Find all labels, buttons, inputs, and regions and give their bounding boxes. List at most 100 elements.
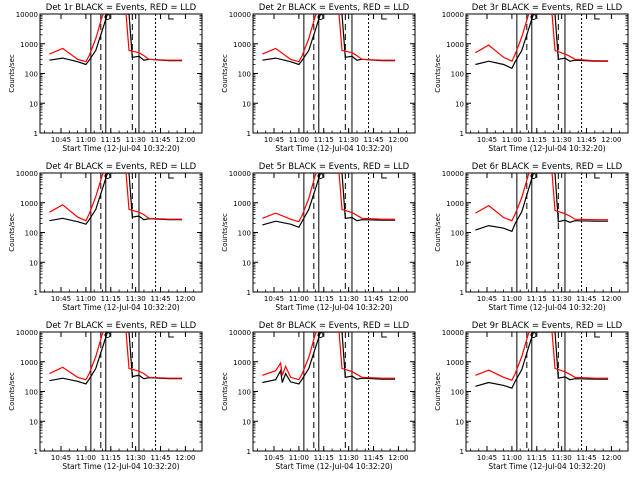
plot-frame [252, 13, 416, 134]
y-tick-label: 10000 [229, 329, 251, 337]
chart-panel-1: Det 1r BLACK = Events, RED = LLD 1 10 100 10… [8, 3, 203, 153]
x-tick-label: 11:00 [502, 454, 522, 462]
x-tick-label: 11:30 [126, 454, 146, 462]
series-line-events [49, 173, 183, 225]
y-tick-label: 100 [451, 71, 464, 79]
x-tick-label: 12:00 [601, 136, 621, 144]
y-tick-label: 10 [242, 418, 251, 426]
y-tick-label: 1 [34, 448, 38, 456]
x-tick-label: 11:00 [76, 454, 96, 462]
x-axis-label: Start Time (12-Jul-04 10:32:20) [488, 303, 605, 312]
marker-bracket [168, 14, 174, 20]
series-line-events [49, 332, 183, 385]
series-line-events [49, 14, 183, 66]
chart-panel-7: Det 7r BLACK = Events, RED = LLD 1 10 100 10… [8, 321, 203, 471]
x-tick-label: 12:00 [388, 454, 408, 462]
x-tick-label: 12:00 [388, 295, 408, 303]
marker-circle [317, 173, 324, 179]
series-line-lld [49, 14, 183, 63]
x-tick-label: 12:00 [601, 295, 621, 303]
x-tick-label: 11:15 [527, 136, 547, 144]
x-tick-label: 11:30 [339, 295, 359, 303]
y-axis-label: Counts/sec [221, 54, 229, 93]
x-tick-label: 11:30 [126, 295, 146, 303]
x-tick-label: 11:15 [101, 454, 121, 462]
series-line-lld [262, 173, 396, 223]
plot-frame [39, 13, 203, 134]
series-line-lld [49, 173, 183, 222]
y-tick-label: 100 [451, 389, 464, 397]
chart-title: Det 9r BLACK = Events, RED = LLD [472, 321, 623, 331]
y-tick-label: 10 [455, 418, 464, 426]
marker-circle [317, 14, 324, 20]
y-tick-label: 10 [455, 259, 464, 267]
x-tick-label: 11:30 [339, 136, 359, 144]
y-tick-label: 100 [25, 230, 38, 238]
y-tick-label: 100 [25, 71, 38, 79]
y-tick-label: 1 [460, 130, 464, 138]
marker-circle [530, 332, 537, 338]
x-tick-label: 11:00 [502, 136, 522, 144]
x-tick-label: 12:00 [388, 136, 408, 144]
chart-title: Det 8r BLACK = Events, RED = LLD [259, 321, 410, 331]
x-tick-label: 11:30 [552, 136, 572, 144]
x-tick-label: 11:45 [363, 136, 383, 144]
y-axis-label: Counts/sec [8, 372, 16, 411]
chart-title: Det 1r BLACK = Events, RED = LLD [46, 3, 197, 13]
y-tick-label: 10 [242, 259, 251, 267]
x-tick-label: 11:00 [76, 295, 96, 303]
x-tick-label: 11:45 [363, 454, 383, 462]
marker-bracket [594, 14, 600, 20]
y-axis-label: Counts/sec [221, 213, 229, 252]
x-tick-label: 12:00 [601, 454, 621, 462]
y-axis-label: Counts/sec [434, 54, 442, 93]
y-axis-label: Counts/sec [221, 372, 229, 411]
y-tick-label: 1000 [20, 41, 38, 49]
chart-panel-2: Det 2r BLACK = Events, RED = LLD 1 10 100 10… [221, 3, 416, 153]
plot-frame [39, 172, 203, 293]
plot-frame [465, 172, 629, 293]
marker-bracket [381, 173, 387, 179]
x-tick-label: 11:00 [289, 295, 309, 303]
y-tick-label: 1 [34, 289, 38, 297]
plot-frame [465, 331, 629, 452]
y-tick-label: 10 [242, 100, 251, 108]
x-tick-label: 11:30 [126, 136, 146, 144]
chart-panel-3: Det 3r BLACK = Events, RED = LLD 1 10 100 10… [434, 3, 629, 153]
plot-frame [39, 331, 203, 452]
marker-circle [104, 332, 111, 338]
chart-panel-8: Det 8r BLACK = Events, RED = LLD 1 10 100 10… [221, 321, 416, 471]
x-tick-label: 10:45 [51, 454, 71, 462]
y-tick-label: 1000 [233, 200, 251, 208]
y-axis-label: Counts/sec [434, 372, 442, 411]
series-line-events [475, 173, 609, 233]
chart-title: Det 6r BLACK = Events, RED = LLD [472, 162, 623, 172]
series-line-events [475, 14, 609, 70]
y-tick-label: 1000 [446, 200, 464, 208]
x-tick-label: 11:15 [314, 454, 334, 462]
series-line-events [262, 332, 396, 385]
marker-bracket [594, 332, 600, 338]
x-tick-label: 11:30 [552, 295, 572, 303]
y-axis-label: Counts/sec [8, 54, 16, 93]
y-axis-label: Counts/sec [434, 213, 442, 252]
y-tick-label: 10000 [229, 11, 251, 19]
series-line-lld [262, 332, 396, 381]
x-tick-label: 11:15 [314, 295, 334, 303]
x-tick-label: 11:30 [339, 454, 359, 462]
x-axis-label: Start Time (12-Jul-04 10:32:20) [62, 144, 179, 153]
series-line-events [475, 332, 609, 389]
y-tick-label: 1 [460, 289, 464, 297]
x-tick-label: 11:15 [101, 295, 121, 303]
x-tick-label: 11:15 [527, 454, 547, 462]
x-tick-label: 11:00 [289, 136, 309, 144]
y-tick-label: 100 [451, 230, 464, 238]
marker-bracket [381, 14, 387, 20]
y-tick-label: 1000 [446, 41, 464, 49]
y-tick-label: 100 [25, 389, 38, 397]
marker-circle [530, 173, 537, 179]
y-tick-label: 10 [29, 259, 38, 267]
series-line-lld [49, 332, 183, 381]
x-tick-label: 10:45 [51, 295, 71, 303]
